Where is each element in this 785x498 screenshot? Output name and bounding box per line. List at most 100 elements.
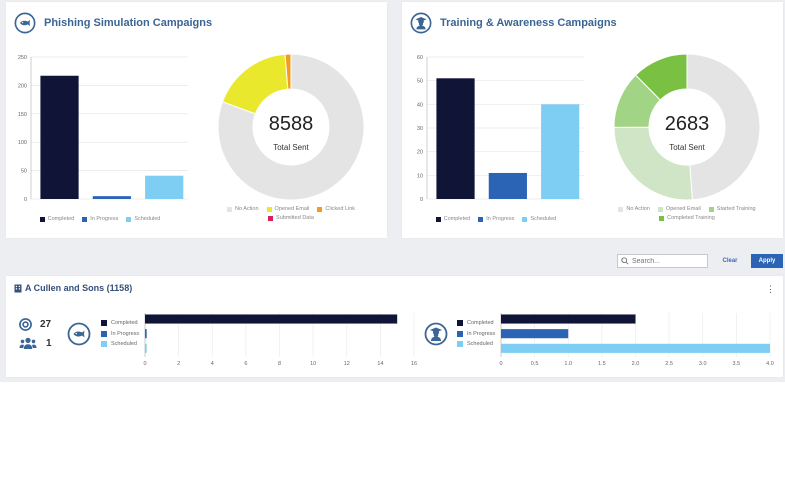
legend-item-scheduled: Scheduled — [126, 216, 160, 222]
training-donut-chart — [613, 53, 761, 201]
x-tick-label: 0 — [143, 361, 146, 367]
x-tick-label: 2.5 — [665, 361, 673, 367]
slice-no-action — [686, 53, 761, 201]
y-tick-label: 30 — [417, 126, 423, 132]
bar-scheduled — [145, 343, 147, 353]
clear-button[interactable]: Clear — [716, 254, 744, 268]
phishing-bar-chart: 0 50 100 150 200 250 — [18, 55, 188, 203]
y-tick-label: 50 — [417, 79, 423, 85]
legend-item-completed: Completed — [39, 216, 74, 222]
legend-item-completed: Completed — [101, 318, 139, 329]
x-tick-label: 16 — [411, 361, 417, 367]
bar-scheduled — [145, 175, 184, 199]
apply-button[interactable]: Apply — [751, 254, 783, 268]
legend-item-submitted-data: Submitted Data — [268, 215, 314, 221]
legend-item-scheduled: Scheduled — [101, 339, 139, 350]
x-tick-label: 12 — [344, 361, 350, 367]
x-tick-label: 3.5 — [733, 361, 741, 367]
training-total-label: Total Sent — [669, 143, 705, 152]
campaign-count-stat: 27 — [19, 318, 51, 331]
legend-item-in-progress: In Progress — [457, 329, 495, 340]
org-training-legend: Completed In Progress Scheduled — [457, 318, 495, 350]
slice-opened-email — [221, 53, 289, 115]
y-tick-label: 100 — [18, 140, 27, 146]
bar-completed — [501, 314, 636, 324]
phishing-card-title: Phishing Simulation Campaigns — [14, 12, 212, 34]
x-tick-label: 3.0 — [699, 361, 707, 367]
phishing-donut-legend: No Action Opened Email Clicked Link Subm… — [215, 206, 367, 224]
org-training-bar-chart: 0 0.5 1.0 1.5 2.0 2.5 3.0 3.5 4.0 — [499, 313, 774, 367]
bar-scheduled — [501, 343, 770, 353]
y-tick-label: 20 — [417, 150, 423, 156]
legend-item-opened-email: Opened Email — [266, 206, 309, 212]
training-total-value: 2683 — [664, 113, 710, 135]
org-name: A Cullen and Sons (1158) — [25, 283, 133, 293]
y-tick-label: 0 — [420, 197, 423, 203]
bar-in-progress — [488, 172, 527, 199]
graduate-icon — [424, 322, 448, 346]
search-input[interactable] — [629, 257, 702, 265]
org-phishing-bar-chart: 0 2 4 6 8 10 12 14 16 — [143, 313, 417, 367]
training-card-title: Training & Awareness Campaigns — [410, 12, 617, 34]
x-tick-label: 6 — [244, 361, 247, 367]
y-tick-label: 200 — [18, 83, 27, 89]
legend-item-in-progress: In Progress — [101, 329, 139, 340]
x-tick-label: 10 — [310, 361, 316, 367]
graduate-icon — [410, 12, 432, 34]
x-tick-label: 2 — [177, 361, 180, 367]
legend-item-scheduled: Scheduled — [457, 339, 495, 350]
y-tick-label: 250 — [18, 55, 27, 61]
legend-item-in-progress: In Progress — [478, 216, 514, 222]
y-tick-label: 40 — [417, 102, 423, 108]
bar-in-progress — [501, 329, 569, 339]
training-title-text: Training & Awareness Campaigns — [440, 17, 617, 29]
phishing-bar-legend: Completed In Progress Scheduled — [30, 216, 170, 225]
bar-completed — [436, 78, 475, 199]
phishing-total-value: 8588 — [268, 113, 314, 135]
x-tick-label: 4 — [211, 361, 214, 367]
x-tick-label: 1.5 — [598, 361, 606, 367]
slice-opened-email — [613, 126, 693, 201]
search-field[interactable] — [617, 254, 708, 268]
bar-completed — [145, 314, 398, 324]
y-tick-label: 60 — [417, 55, 423, 61]
bar-in-progress — [92, 196, 131, 199]
x-tick-label: 8 — [278, 361, 281, 367]
x-tick-label: 4.0 — [766, 361, 774, 367]
legend-item-scheduled: Scheduled — [522, 216, 556, 222]
building-icon — [14, 284, 22, 292]
bar-completed — [40, 75, 79, 199]
phishing-total-label: Total Sent — [273, 143, 309, 152]
bar-in-progress — [145, 329, 147, 339]
legend-item-in-progress: In Progress — [82, 216, 118, 222]
slice-no-action — [217, 53, 365, 201]
x-tick-label: 1.0 — [564, 361, 572, 367]
y-tick-label: 50 — [21, 169, 27, 175]
users-icon — [19, 337, 37, 349]
y-tick-label: 0 — [24, 197, 27, 203]
phishing-title-text: Phishing Simulation Campaigns — [44, 17, 213, 29]
legend-item-completed: Completed — [457, 318, 495, 329]
legend-item-opened-email: Opened Email — [657, 206, 701, 212]
legend-item-started-training: Started Training — [708, 206, 756, 212]
org-title: A Cullen and Sons (1158) — [14, 283, 132, 293]
slice-clicked-link — [284, 53, 292, 90]
legend-item-no-action: No Action — [618, 206, 650, 212]
search-icon — [621, 257, 629, 265]
org-phishing-legend: Completed In Progress Scheduled — [101, 318, 139, 350]
training-donut-legend: No Action Opened Email Started Training … — [605, 206, 769, 224]
y-tick-label: 150 — [18, 112, 27, 118]
fish-icon — [14, 12, 36, 34]
x-tick-label: 14 — [377, 361, 383, 367]
more-options-icon[interactable]: ⋮ — [766, 284, 775, 294]
user-count: 1 — [46, 338, 52, 349]
y-tick-label: 10 — [417, 173, 423, 179]
org-card — [6, 276, 783, 377]
phishing-donut-chart — [217, 53, 365, 201]
bar-scheduled — [541, 104, 580, 199]
legend-item-completed-training: Completed Training — [659, 215, 715, 221]
training-bar-chart: 0 10 20 30 40 50 60 — [417, 55, 584, 203]
x-tick-label: 0.5 — [531, 361, 539, 367]
legend-item-completed: Completed — [435, 216, 470, 222]
training-bar-legend: Completed In Progress Scheduled — [426, 216, 566, 225]
